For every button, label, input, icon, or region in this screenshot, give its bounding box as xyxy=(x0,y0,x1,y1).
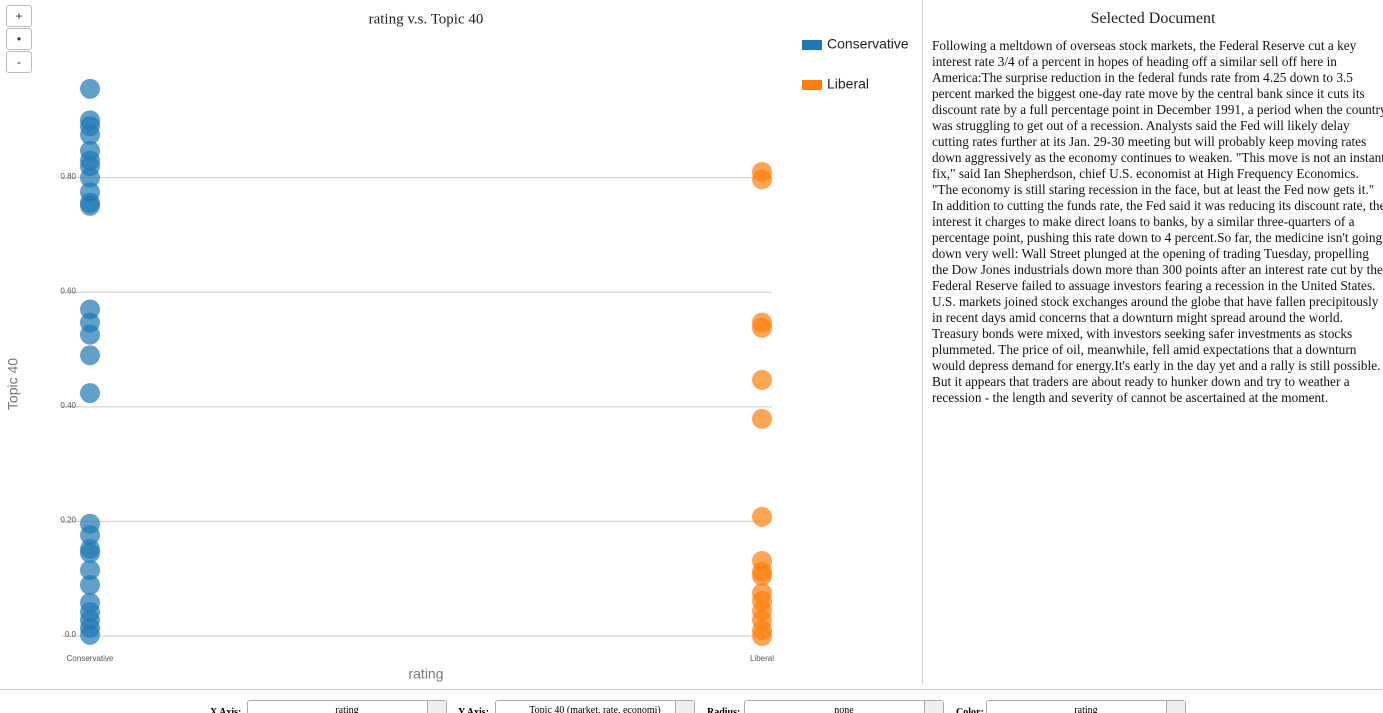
point xyxy=(80,575,100,596)
document-title: Selected Document xyxy=(1090,10,1216,27)
point xyxy=(80,525,100,546)
point xyxy=(752,408,772,429)
legend-swatch xyxy=(802,80,822,90)
control-label: Color: xyxy=(956,707,984,713)
x-tick-label: Liberal xyxy=(750,654,774,663)
zoom-button[interactable]: • xyxy=(6,28,32,50)
y-axis-label: Topic 40 xyxy=(5,358,21,410)
y-tick-label: 0.80 xyxy=(60,172,76,181)
y-tick-label: 0.60 xyxy=(60,286,76,295)
chart: rating v.s. Topic 40 rating Topic 40 0.0… xyxy=(5,11,909,682)
x-axis-label: rating xyxy=(408,666,443,682)
y-tick-label: 0.40 xyxy=(60,401,76,410)
y-tick-label: 0.0 xyxy=(65,630,77,639)
legend-label: Liberal xyxy=(827,76,869,92)
legend-swatch xyxy=(802,40,822,50)
point xyxy=(80,624,100,645)
x-tick-label: Conservative xyxy=(67,654,114,663)
document-text: Following a meltdown of overseas stock m… xyxy=(932,38,1383,405)
chart-title: rating v.s. Topic 40 xyxy=(369,11,484,27)
zoom-button[interactable]: + xyxy=(6,5,32,27)
control-select[interactable]: Topic 40 (market, rate, economi) xyxy=(495,700,695,713)
point xyxy=(80,195,100,216)
control-bar: X Axis: rating Y Axis: Topic 40 (market, ra… xyxy=(0,689,1383,713)
point xyxy=(80,383,100,404)
control-select[interactable]: none xyxy=(744,700,944,713)
point xyxy=(752,626,772,646)
point xyxy=(752,369,772,390)
divider xyxy=(922,0,923,684)
point xyxy=(80,167,100,188)
point xyxy=(80,324,100,345)
y-tick-label: 0.20 xyxy=(60,516,76,525)
control-select[interactable]: rating xyxy=(986,700,1186,713)
control-select[interactable]: rating xyxy=(247,700,447,713)
legend-label: Conservative xyxy=(827,36,909,52)
control-label: Radius: xyxy=(707,707,741,713)
point xyxy=(752,317,772,338)
point xyxy=(752,506,772,527)
point xyxy=(752,565,772,586)
point xyxy=(80,560,100,581)
control-label: X Axis: xyxy=(210,707,242,713)
point xyxy=(80,542,100,563)
point xyxy=(80,345,100,366)
control-label: Y Axis: xyxy=(458,707,490,713)
zoom-button[interactable]: - xyxy=(6,51,32,73)
point xyxy=(752,169,772,190)
point xyxy=(80,78,100,99)
point xyxy=(80,124,100,145)
